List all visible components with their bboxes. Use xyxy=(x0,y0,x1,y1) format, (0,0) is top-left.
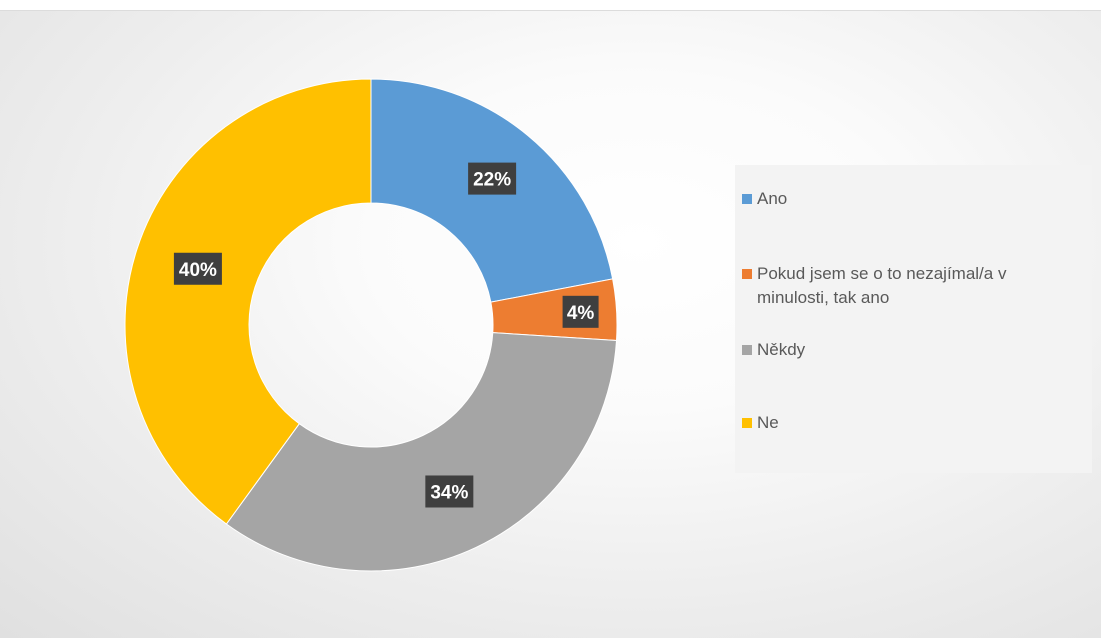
legend: Ano Pokud jsem se o to nezajímal/a v min… xyxy=(735,165,1092,473)
legend-swatch-ano xyxy=(742,194,752,204)
data-label-ne: 40% xyxy=(173,252,222,285)
legend-label-pokud: Pokud jsem se o to nezajímal/a v minulos… xyxy=(757,264,1007,307)
donut-data-labels: 22% 4% 34% 40% xyxy=(173,162,599,508)
legend-swatch-nekdy xyxy=(742,345,752,355)
legend-label-ne: Ne xyxy=(757,413,779,432)
data-label-text-nekdy: 34% xyxy=(430,482,468,503)
donut-slices xyxy=(124,78,618,572)
donut-slice-ne xyxy=(124,78,372,525)
legend-item-pokud: Pokud jsem se o to nezajímal/a v minulos… xyxy=(742,262,1067,310)
data-label-pokud: 4% xyxy=(562,295,599,328)
legend-swatch-ne xyxy=(742,418,752,428)
data-label-nekdy: 34% xyxy=(425,475,474,508)
legend-label-ano: Ano xyxy=(757,189,788,208)
donut-slice-nekdy xyxy=(225,332,618,572)
data-label-text-pokud: 4% xyxy=(567,303,595,324)
legend-item-ano: Ano xyxy=(742,187,1077,211)
data-label-box-pokud xyxy=(562,295,599,328)
data-label-box-ne xyxy=(173,252,222,285)
legend-item-ne: Ne xyxy=(742,411,1077,435)
data-label-text-ne: 40% xyxy=(179,260,217,281)
data-label-box-nekdy xyxy=(425,475,474,508)
legend-label-nekdy: Někdy xyxy=(757,340,806,359)
legend-item-nekdy: Někdy xyxy=(742,338,1077,362)
data-label-box-ano xyxy=(468,162,517,195)
data-label-ano: 22% xyxy=(468,162,517,195)
data-label-text-ano: 22% xyxy=(473,170,511,191)
legend-swatch-pokud xyxy=(742,269,752,279)
